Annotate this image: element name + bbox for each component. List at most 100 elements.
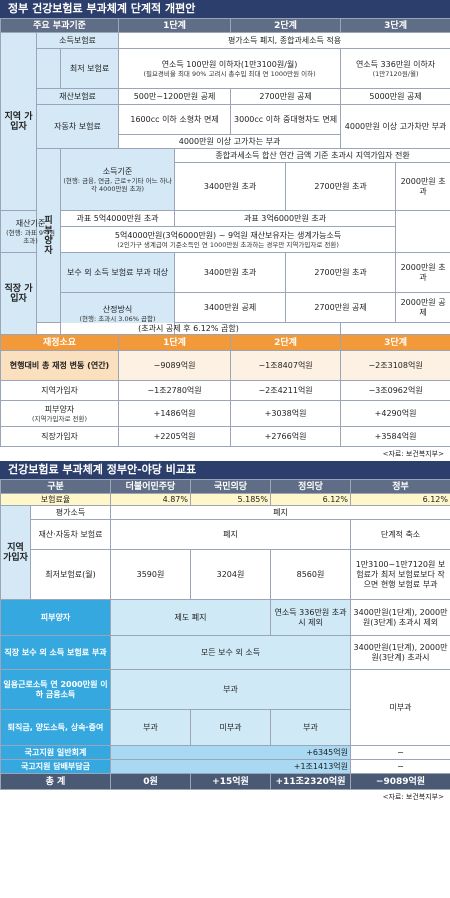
finance-dependents-label: 피부양자 (지역가입자로 전환) — [0, 400, 120, 427]
property-stage3: 5000만원 공제 — [340, 88, 450, 105]
finance-header-stage3: 3단계 — [340, 334, 450, 351]
finance-total-stage3: −2조3108억원 — [340, 350, 450, 381]
t2-header-democratic: 더불어민주당 — [110, 479, 191, 494]
car-stage12-note: 4000만원 이상 고가차는 부과 — [118, 134, 342, 149]
finance-total-stage2: −1조8407억원 — [230, 350, 342, 381]
rate-democratic: 4.87% — [110, 493, 191, 506]
header-stage1: 1단계 — [118, 18, 232, 33]
table2-header: 구분 더불어민주당 국민의당 정의당 정부 — [0, 479, 450, 494]
car-stage1: 1600cc 이하 소형차 면제 — [118, 104, 232, 135]
emp-extra-stage1: 3400만원 초과 — [174, 252, 287, 293]
dep-property-note-text: 5억4000만원(3억6000만원) ~ 9억원 재산보유자는 생계가능소득 — [114, 230, 342, 240]
t2-header-people: 국민의당 — [190, 479, 271, 494]
table2-source: <자료: 보건복지부> — [382, 793, 444, 801]
finance-region-stage1: −1조2780억원 — [118, 380, 232, 401]
min-justice: 8560원 — [270, 549, 351, 600]
finance-dependents-stage1: +1486억원 — [118, 400, 232, 427]
finance-employee-stage3: +3584억원 — [340, 426, 450, 447]
employee-category: 직장 가입자 — [0, 252, 37, 335]
dep-income-stage2: 2700만원 초과 — [285, 162, 397, 211]
emp-calc-label-text: 산정방식 — [102, 304, 133, 314]
property-premium-label: 재산보험료 — [35, 88, 120, 105]
finance-dependents-label-note: (지역가입자로 전환) — [32, 414, 87, 423]
income-premium-label: 소득보험료 — [35, 32, 120, 49]
min-people: 3204원 — [190, 549, 271, 600]
finance-dependents-label-text: 피부양자 — [44, 404, 75, 414]
min-monthly-label: 최저보험료(월) — [30, 549, 111, 600]
header-stage3: 3단계 — [340, 18, 450, 33]
general-fund-parties: +6345억원 — [110, 745, 351, 760]
finance-region-stage2: −2조4211억원 — [230, 380, 342, 401]
empx-parties: 모든 보수 외 소득 — [110, 635, 351, 670]
emp-extra-stage2: 2700만원 초과 — [285, 252, 397, 293]
finance-employee-label: 직장가입자 — [0, 426, 120, 447]
dep-property-note: 5억4000만원(3억6000만원) ~ 9억원 재산보유자는 생계가능소득 (… — [59, 226, 397, 253]
property-stage2: 2700만원 공제 — [230, 88, 342, 105]
total-label: 총 계 — [0, 773, 111, 790]
rate-justice: 6.12% — [270, 493, 351, 506]
total-government: −9089억원 — [350, 773, 450, 790]
finance-region-label: 지역가입자 — [0, 380, 120, 401]
severance-democratic: 부과 — [110, 709, 191, 746]
propcar-value: 폐지 — [110, 519, 351, 550]
dep-property-label-note: (현행: 과표 9억원 초과) — [6, 228, 55, 245]
finance-employee-stage2: +2766억원 — [230, 426, 342, 447]
emp-extra-label: 보수 외 소득 보험료 부과 대상 — [59, 252, 176, 293]
dep-property-label-text: 재산기준 — [15, 218, 46, 228]
finance-dependents-stage2: +3038억원 — [230, 400, 342, 427]
total-democratic: 0원 — [110, 773, 191, 790]
daily-label: 일용근로소득 연 2000만원 이하 금융소득 — [0, 669, 111, 710]
emp-calc-stage1: 3400만원 공제 — [174, 292, 287, 323]
tobacco-fund-label: 국고지원 담배부담금 — [0, 759, 111, 774]
dep-income-stage3: 2000만원 초과 — [395, 162, 450, 211]
finance-total-label: 현행대비 총 재정 변동 (연간) — [0, 350, 120, 381]
tobacco-fund-government: − — [350, 759, 450, 774]
finance-header-stage2: 2단계 — [230, 334, 342, 351]
dep-income-stage1: 3400만원 초과 — [174, 162, 287, 211]
finance-total-stage1: −9089억원 — [118, 350, 232, 381]
dep-income-top: 종합과세소득 합산 연간 금액 기준 초과시 지역가입자 전환 — [174, 148, 450, 163]
table2-title: 건강보험료 부과체계 정부안-야당 비교표 — [0, 461, 450, 479]
table1-title: 정부 건강보험료 부과체계 단계적 개편안 — [0, 0, 450, 18]
emp-calc-stage2: 2700만원 공제 — [285, 292, 397, 323]
min-premium-12-text: 연소득 100만원 이하자(1만3100원/월) — [161, 59, 298, 69]
minimum-premium-stage12: 연소득 100만원 이하자(1만3100원/월) (필요경비율 최대 90% 고… — [118, 48, 342, 89]
dep-property-stage1: 과표 5억4000만원 초과 — [59, 210, 176, 227]
header-criteria: 주요 부과기준 — [0, 18, 120, 33]
total-people: +15억원 — [190, 773, 271, 790]
propcar-label: 재산·자동차 보험료 — [30, 519, 111, 550]
general-fund-government: − — [350, 745, 450, 760]
finance-region-stage3: −3조0962억원 — [340, 380, 450, 401]
minimum-premium-stage3: 연소득 336만원 이하자 (1만7120원/월) — [340, 48, 450, 89]
t2-dependents-justice: 연소득 336만원 초과시 제외 — [270, 599, 351, 636]
t2-header-justice: 정의당 — [270, 479, 351, 494]
gov-unlevied: 미부과 — [350, 669, 450, 746]
emp-calc-label-note: (현행: 초과시 3.06% 곱함) — [79, 314, 156, 323]
reform-table: 주요 부과기준 1단계 2단계 3단계 지역 가입자 소득보험료 평가소득 폐지… — [0, 18, 450, 447]
header-stage2: 2단계 — [230, 18, 342, 33]
region-category: 지역 가입자 — [0, 32, 37, 211]
empx-government: 3400만원(1단계), 2000만원(3단계) 초과시 — [350, 635, 450, 670]
finance-header-label: 재정소요 — [0, 334, 120, 351]
min-democratic: 3590원 — [110, 549, 191, 600]
rate-row: 보험료율 4.87% 5.185% 6.12% 6.12% — [0, 493, 450, 506]
finance-employee-stage1: +2205억원 — [118, 426, 232, 447]
severance-label: 퇴직금, 양도소득, 상속·증여 — [0, 709, 111, 746]
table1-source: <자료: 보건복지부> — [382, 450, 444, 458]
t2-region-category: 지역 가입자 — [0, 505, 31, 600]
dep-property-stage23: 과표 3억6000만원 초과 — [174, 210, 397, 227]
daily-parties: 부과 — [110, 669, 351, 710]
total-row: 총 계 0원 +15억원 +11조2320억원 −9089억원 — [0, 773, 450, 790]
tobacco-fund-parties: +1조1413억원 — [110, 759, 351, 774]
car-stage3: 4000만원 이상 고가차만 부과 — [340, 104, 450, 149]
t2-dependents-label: 피부양자 — [0, 599, 111, 636]
rate-label: 보험료율 — [0, 493, 111, 506]
rate-government: 6.12% — [350, 493, 450, 506]
income-premium-value: 평가소득 폐지, 종합과세소득 적용 — [118, 32, 450, 49]
propcar-government: 단계적 축소 — [350, 519, 450, 550]
car-premium-label: 자동차 보험료 — [35, 104, 120, 149]
emp-calc-note: (초과시 공제 후 6.12% 곱함) — [35, 322, 342, 335]
emp-calc-stage3: 2000만원 공제 — [395, 292, 450, 323]
table1-header: 주요 부과기준 1단계 2단계 3단계 — [0, 18, 450, 33]
t2-header-government: 정부 — [350, 479, 450, 494]
